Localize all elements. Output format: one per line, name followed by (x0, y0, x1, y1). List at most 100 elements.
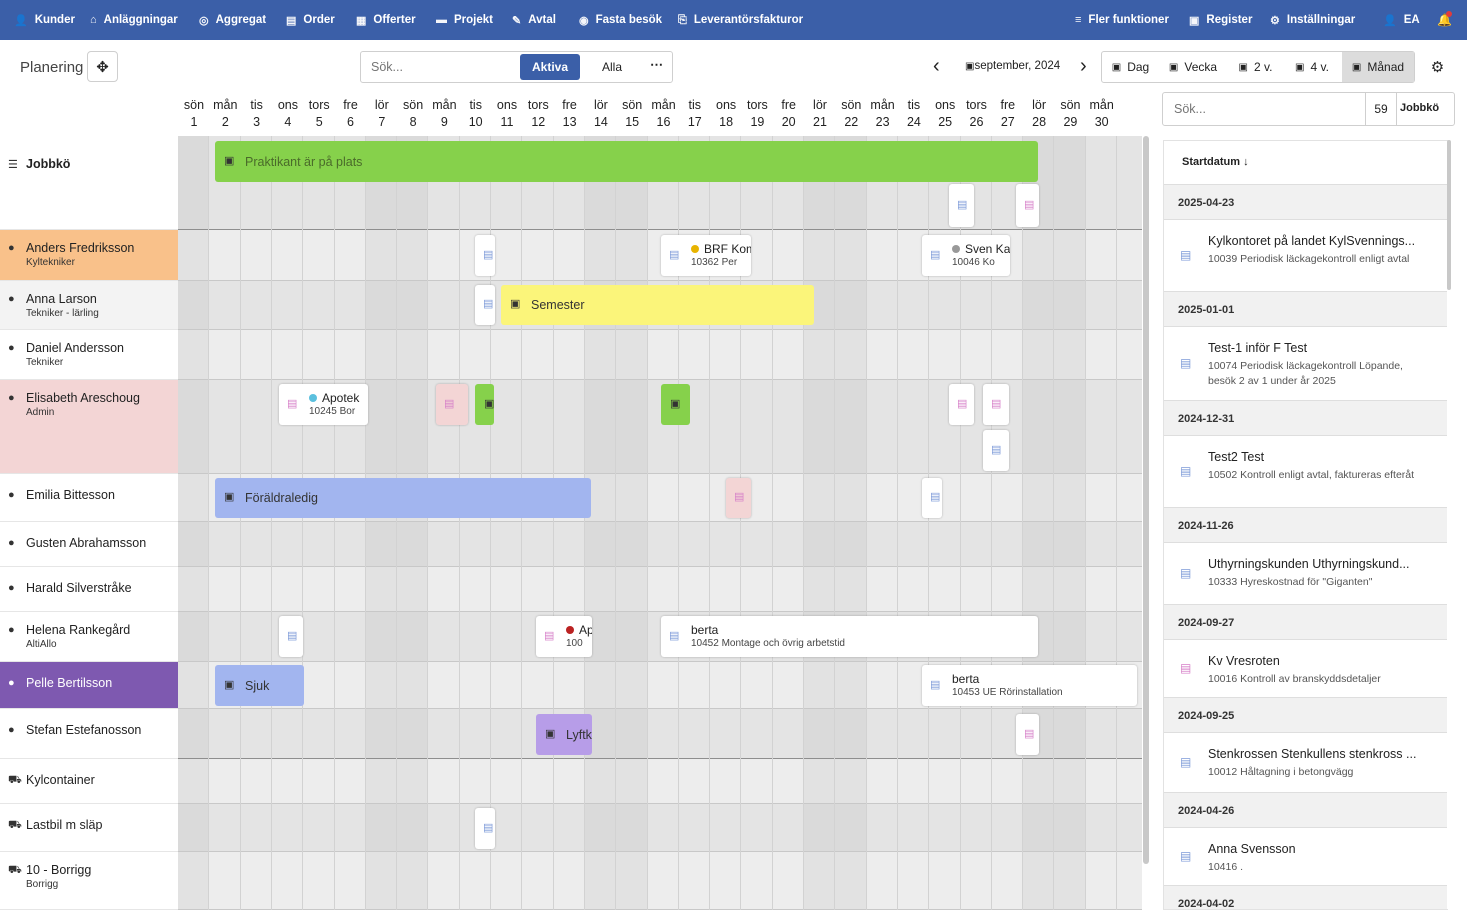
order-card[interactable]: ▤ (983, 384, 1009, 425)
queue-item-title: Anna Svensson (1208, 842, 1296, 856)
resource-queue[interactable]: ☰ Jobbkö (0, 136, 178, 230)
notification-button[interactable]: 🔔 (1437, 0, 1452, 40)
resource-person[interactable]: ● Elisabeth Areschoug Admin (0, 380, 178, 474)
day-name: tors (746, 98, 768, 112)
day-header: ons 11 (489, 97, 525, 131)
queue-search-input[interactable] (1164, 94, 1362, 124)
order-card[interactable]: ▤ berta 10452 Montage och övrig arbetstid (661, 616, 1038, 657)
document-icon: ▤ (287, 397, 298, 410)
day-number: 24 (906, 115, 921, 129)
resource-person[interactable]: ● Harald Silverstråke (0, 567, 178, 612)
settings-button[interactable]: ⚙ (1422, 51, 1453, 82)
more-icon[interactable]: ⋯ (650, 57, 663, 72)
view-3-button[interactable]: ▣ 4 v. (1286, 52, 1338, 82)
add-button[interactable]: ✥ (87, 51, 118, 82)
sort-header[interactable]: Startdatum ↓ (1182, 156, 1249, 168)
nav-register-button[interactable]: ▣ Register (1189, 0, 1252, 40)
resource-person[interactable]: ● Gusten Abrahamsson (0, 522, 178, 567)
queue-item[interactable]: ▤ Kv Vresroten 10016 Kontroll av branskydd… (1164, 641, 1447, 697)
order-card[interactable]: ▤ (1016, 184, 1039, 227)
queue-button[interactable]: Jobbkö (1400, 102, 1440, 114)
resource-person[interactable]: ● Anders Fredriksson Kyltekniker (0, 230, 178, 281)
queue-scrollbar[interactable] (1447, 140, 1451, 290)
order-card[interactable]: ▤ (475, 285, 495, 325)
event-label: Lyftk (566, 727, 592, 742)
parental-leave-event[interactable]: ▣ Föräldraledig (215, 478, 591, 518)
order-card[interactable]: ▤ Sven Kar 10046 Ko (922, 235, 1010, 276)
order-card[interactable]: ▤ (279, 616, 303, 657)
search-input[interactable] (362, 53, 514, 81)
order-card[interactable]: ▤ Ap 100 (536, 616, 592, 657)
semester-event[interactable]: ▣ Semester (501, 285, 814, 325)
nav-gear-button[interactable]: ⚙ Inställningar (1270, 0, 1355, 40)
order-card[interactable]: ▤ (983, 430, 1009, 471)
nav-person-button[interactable]: 👤 Kunder (14, 0, 75, 40)
nav-invoice-button[interactable]: ⎘ Leverantörsfakturor (678, 0, 803, 40)
day-number: 27 (1000, 115, 1015, 129)
active-filter-button[interactable]: Aktiva (520, 54, 580, 80)
row-divider (178, 379, 1142, 380)
nav-visit-button[interactable]: ◉ Fasta besök (579, 0, 662, 40)
resource-vehicle[interactable]: ⛟ 10 - Borrigg Borrigg (0, 852, 178, 910)
green-event[interactable]: ▣ (475, 384, 494, 425)
green-event[interactable]: ▣ (661, 384, 690, 425)
resource-person[interactable]: ● Helena Rankegård AltiAllo (0, 612, 178, 662)
resource-person[interactable]: ● Pelle Bertilsson (0, 662, 178, 709)
lift-event[interactable]: ▣ Lyftk (536, 714, 592, 755)
calendar-icon: ▣ (1295, 61, 1305, 73)
nav-home-button[interactable]: ⌂ Anläggningar (90, 0, 178, 40)
prev-month-button[interactable]: ‹ (933, 55, 940, 77)
order-card[interactable]: ▤ (1016, 714, 1039, 755)
resource-person[interactable]: ● Stefan Estefanosson (0, 709, 178, 759)
document-icon: ▤ (444, 397, 455, 410)
order-card[interactable]: ▤ berta 10453 UE Rörinstallation (922, 665, 1137, 706)
all-filter-button[interactable]: Alla (602, 60, 623, 74)
view-2-button[interactable]: ▣ 2 v. (1229, 52, 1282, 82)
order-card[interactable]: ▤ BRF Kom 10362 Per (661, 235, 751, 276)
order-card[interactable]: ▤ (949, 384, 974, 425)
resource-vehicle[interactable]: ⛟ Kylcontainer (0, 759, 178, 804)
order-card[interactable]: ▤ (436, 384, 468, 425)
order-card[interactable]: ▤ (949, 184, 974, 227)
view-1-button[interactable]: ▣ Vecka (1161, 52, 1225, 82)
resource-person[interactable]: ● Daniel Andersson Tekniker (0, 330, 178, 380)
nav-contract-button[interactable]: ✎ Avtal (512, 0, 556, 40)
queue-item[interactable]: ▤ Kylkontoret på landet KylSvennings... 10… (1164, 221, 1447, 291)
nav-folder-button[interactable]: ▬ Projekt (436, 0, 493, 40)
order-card[interactable]: ▤ (922, 478, 942, 518)
day-divider (928, 136, 930, 910)
resource-name: Gusten Abrahamsson (26, 536, 147, 550)
weekend-cell (804, 474, 836, 522)
schedule-grid[interactable]: ▣ Praktikant är på plats ▤ ▤ ▤ ▤ BRF Kom 10362 … (178, 136, 1142, 910)
aggregate-icon: ◎ (199, 14, 209, 27)
day-number: 7 (378, 115, 386, 129)
order-card[interactable]: ▤ (475, 808, 495, 849)
order-card[interactable]: ▤ Apotek 10245 Bor (279, 384, 368, 425)
queue-date-header: 2024-09-27 (1164, 604, 1447, 640)
queue-item[interactable]: ▤ Stenkrossen Stenkullens stenkross ... 10… (1164, 734, 1447, 792)
month-picker[interactable]: ▣september, 2024 (965, 60, 1060, 72)
document-icon: ▤ (957, 397, 968, 410)
weekend-cell (616, 330, 648, 380)
nav-aggregate-button[interactable]: ◎ Aggregat (199, 0, 266, 40)
order-card[interactable]: ▤ (726, 478, 751, 518)
queue-item[interactable]: ▤ Anna Svensson 10416 . (1164, 829, 1447, 885)
queue-item[interactable]: ▤ Uthyrningskunden Uthyrningskund... 10333… (1164, 544, 1447, 604)
resource-vehicle[interactable]: ⛟ Lastbil m släp (0, 804, 178, 852)
nav-offer-button[interactable]: ▦ Offerter (356, 0, 416, 40)
view-0-button[interactable]: ▣ Dag (1103, 52, 1158, 82)
weekend-cell (1054, 230, 1086, 281)
intern-event[interactable]: ▣ Praktikant är på plats (215, 141, 1038, 182)
order-card[interactable]: ▤ (475, 235, 495, 276)
nav-user-button[interactable]: 👤 EA (1383, 0, 1420, 40)
queue-item[interactable]: ▤ Test2 Test 10502 Kontroll enligt avtal, … (1164, 437, 1447, 507)
view-4-button[interactable]: ▣ Månad (1342, 52, 1414, 82)
nav-order-button[interactable]: ▤ Order (286, 0, 335, 40)
queue-item[interactable]: ▤ Test-1 inför F Test 10074 Periodisk läck… (1164, 328, 1447, 400)
next-month-button[interactable]: › (1080, 55, 1087, 77)
sick-event[interactable]: ▣ Sjuk (215, 665, 304, 706)
nav-filter-button[interactable]: ≡ Fler funktioner (1075, 0, 1169, 40)
resource-person[interactable]: ● Emilia Bittesson (0, 474, 178, 522)
grid-scrollbar[interactable] (1143, 136, 1149, 864)
resource-person[interactable]: ● Anna Larson Tekniker - lärling (0, 281, 178, 330)
